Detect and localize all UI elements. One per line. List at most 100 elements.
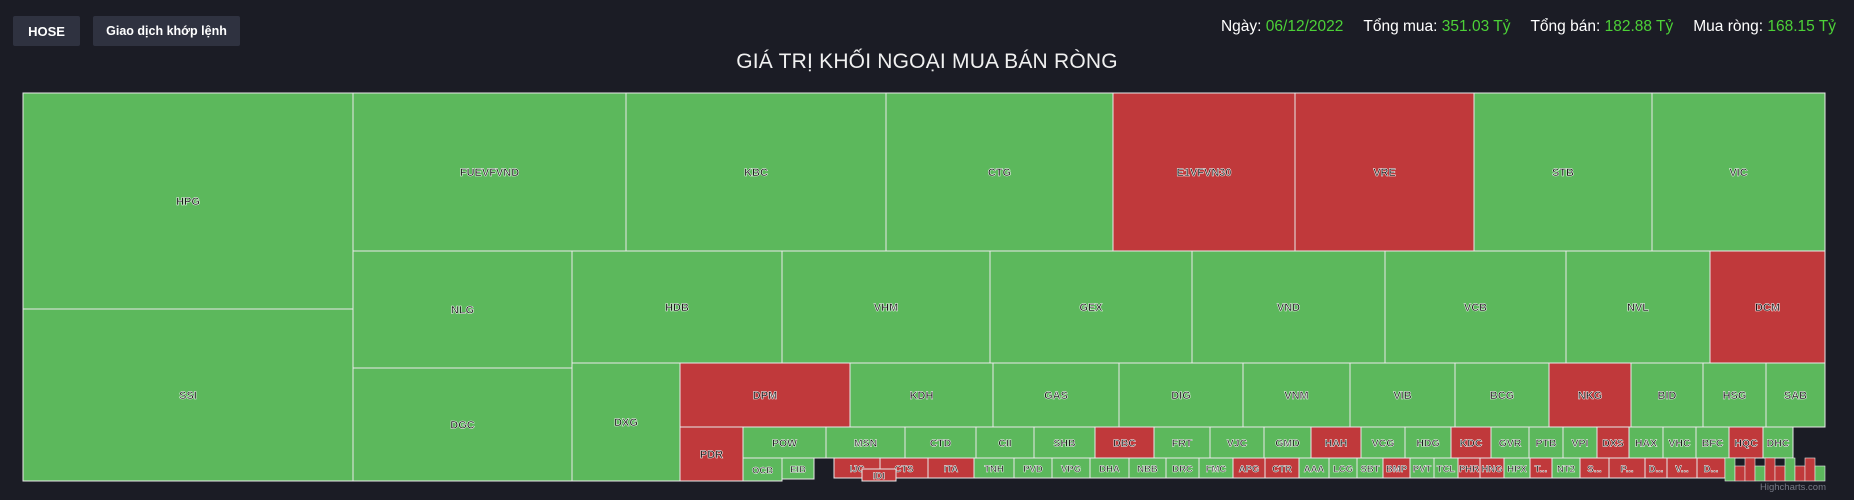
treemap-cell[interactable]: CTR	[1264, 457, 1300, 479]
treemap-rect-GEX[interactable]	[989, 250, 1193, 364]
treemap-cell[interactable]: BCG	[1454, 362, 1550, 428]
treemap-cell[interactable]: HPX	[1503, 457, 1531, 479]
treemap-cell[interactable]: CTD	[904, 426, 977, 459]
treemap-cell[interactable]: E1VFVN30	[1112, 92, 1296, 252]
treemap-cell[interactable]: GEX	[989, 250, 1193, 364]
treemap-rect-DPM[interactable]	[679, 362, 851, 428]
treemap-cell[interactable]: VIC	[1651, 92, 1826, 252]
exchange-button[interactable]: HOSE	[13, 16, 80, 46]
treemap-rect-NVL[interactable]	[1565, 250, 1711, 364]
treemap-cell[interactable]: HDB	[571, 250, 783, 364]
treemap-cell[interactable]: TNH	[973, 457, 1015, 479]
treemap-cell[interactable]: FRT	[1153, 426, 1211, 459]
treemap-cell[interactable]: HNG	[1479, 457, 1505, 479]
treemap-cell[interactable]: NBB	[1128, 457, 1167, 479]
treemap-rect-HDB[interactable]	[571, 250, 783, 364]
treemap-rect-SSI[interactable]	[22, 308, 354, 482]
treemap-cell[interactable]: DCM	[1709, 250, 1826, 364]
treemap-rect-POW[interactable]	[742, 426, 827, 459]
treemap-cell[interactable]: HPG	[22, 92, 354, 310]
treemap-cell[interactable]: POW	[742, 426, 827, 459]
treemap-cell[interactable]: VHM	[781, 250, 991, 364]
matching-mode-button[interactable]: Giao dịch khớp lệnh	[93, 16, 240, 46]
treemap-cell[interactable]: DGC	[352, 367, 573, 482]
treemap-rect-DBC[interactable]	[1094, 426, 1155, 459]
treemap-rect-EIB[interactable]	[781, 457, 815, 480]
treemap-cell[interactable]: DXG	[571, 362, 681, 482]
treemap-cell[interactable]: KDH	[849, 362, 994, 428]
treemap-rect-KBC[interactable]	[625, 92, 887, 252]
treemap-small-cell[interactable]	[1804, 457, 1816, 482]
treemap-cell[interactable]: BID	[1630, 362, 1704, 428]
treemap-cell[interactable]: HQC	[1728, 426, 1764, 459]
treemap-cell[interactable]: PHR	[1457, 457, 1481, 479]
treemap-rect-VCB[interactable]	[1384, 250, 1567, 364]
treemap-cell[interactable]: S...	[1579, 457, 1610, 479]
treemap-small-cell[interactable]	[1744, 457, 1756, 482]
treemap-cell[interactable]: MSN	[825, 426, 906, 459]
treemap-rect-DGC[interactable]	[352, 367, 573, 482]
credits-label[interactable]: Highcharts.com	[1760, 482, 1826, 493]
treemap-cell[interactable]: DIG	[1118, 362, 1244, 428]
treemap-cell[interactable]: NVL	[1565, 250, 1711, 364]
treemap-cell[interactable]: APG	[1232, 457, 1266, 479]
treemap-rect-HAH[interactable]	[1310, 426, 1362, 459]
treemap-rect-SAB[interactable]	[1765, 362, 1826, 428]
treemap-rect-HPG[interactable]	[22, 92, 354, 310]
treemap-cell[interactable]: VCB	[1384, 250, 1567, 364]
treemap-cell[interactable]: NKG	[1548, 362, 1632, 428]
treemap-cell[interactable]: D...	[1644, 457, 1668, 479]
treemap-small-cell[interactable]	[1784, 457, 1796, 482]
treemap-rect-BID[interactable]	[1630, 362, 1704, 428]
treemap-cell[interactable]: NT2	[1551, 457, 1581, 479]
treemap-cell[interactable]: PTB	[1528, 426, 1564, 459]
treemap-rect-IDI[interactable]	[861, 468, 897, 482]
treemap-small-cell[interactable]	[1734, 465, 1746, 482]
treemap-cell[interactable]: DXS	[1596, 426, 1630, 459]
treemap-cell[interactable]: T...	[1529, 457, 1553, 479]
treemap-cell[interactable]: GAS	[992, 362, 1120, 428]
treemap-cell[interactable]: HDG	[1404, 426, 1452, 459]
treemap-cell[interactable]: FMC	[1198, 457, 1234, 479]
treemap-cell[interactable]: DPM	[679, 362, 851, 428]
treemap-cell[interactable]: DRC	[1165, 457, 1200, 479]
treemap-cell[interactable]: V...	[1666, 457, 1698, 479]
treemap-cell[interactable]: EIB	[781, 457, 815, 480]
treemap-cell[interactable]: VHC	[1662, 426, 1697, 459]
treemap-rect-HQC[interactable]	[1728, 426, 1764, 459]
treemap-cell[interactable]: STB	[1473, 92, 1653, 252]
treemap-cell[interactable]: TCL	[1433, 457, 1459, 479]
treemap-cell[interactable]: SBT	[1356, 457, 1384, 479]
treemap-cell[interactable]: SSI	[22, 308, 354, 482]
treemap-rect-HDG[interactable]	[1404, 426, 1452, 459]
treemap-rect-GVR[interactable]	[1490, 426, 1530, 459]
treemap-rect-DXS[interactable]	[1596, 426, 1630, 459]
treemap-cell[interactable]: VRE	[1294, 92, 1475, 252]
treemap-cell[interactable]: HSG	[1702, 362, 1767, 428]
treemap-cell[interactable]: P...	[1608, 457, 1646, 479]
treemap-cell[interactable]: VPG	[1051, 457, 1091, 479]
treemap-rect-DCM[interactable]	[1709, 250, 1826, 364]
treemap-cell[interactable]: SHB	[1033, 426, 1096, 459]
treemap-rect-FUEVFVND[interactable]	[352, 92, 627, 252]
treemap-rect-BFC[interactable]	[1695, 426, 1730, 459]
treemap-small-cell[interactable]	[1724, 457, 1736, 482]
treemap-cell[interactable]: KBC	[625, 92, 887, 252]
treemap-cell[interactable]: IDI	[861, 468, 897, 482]
treemap-cell[interactable]: D...	[1696, 457, 1726, 479]
treemap-rect-CTG[interactable]	[885, 92, 1114, 252]
treemap-small-cell[interactable]	[1794, 465, 1806, 482]
treemap-cell[interactable]: SAB	[1765, 362, 1826, 428]
treemap-rect-VND[interactable]	[1191, 250, 1386, 364]
treemap-cell[interactable]: VCG	[1360, 426, 1406, 459]
treemap-rect-E1VFVN30[interactable]	[1112, 92, 1296, 252]
treemap-small-cell[interactable]	[1774, 465, 1786, 482]
treemap-cell[interactable]: OCB	[742, 457, 783, 482]
treemap-rect-DXG[interactable]	[571, 362, 681, 482]
treemap-cell[interactable]: ITA	[927, 457, 975, 479]
treemap-cell[interactable]: VND	[1191, 250, 1386, 364]
treemap-rect-PDR[interactable]	[679, 426, 744, 482]
treemap-rect-VHM[interactable]	[781, 250, 991, 364]
treemap-cell[interactable]: HAH	[1310, 426, 1362, 459]
treemap-cell[interactable]: PDR	[679, 426, 744, 482]
